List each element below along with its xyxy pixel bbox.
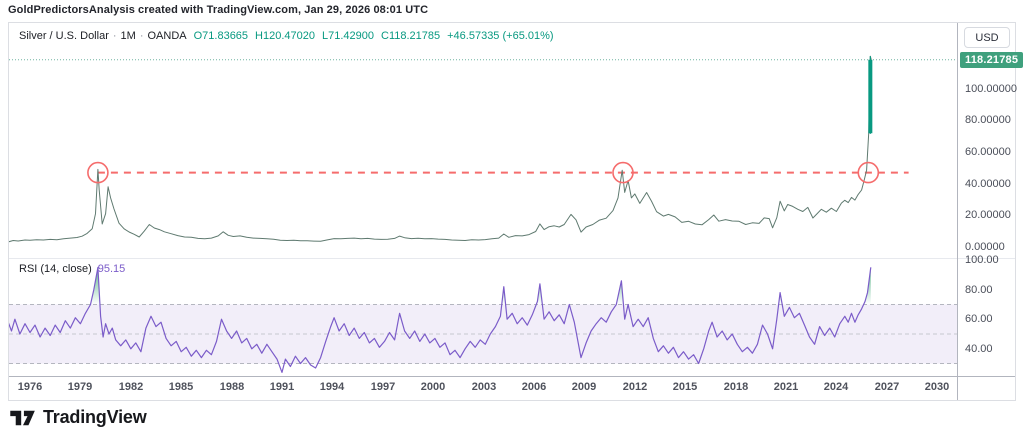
rsi-pane-chart[interactable] (9, 258, 957, 377)
rsi-tick-label: 40.00 (965, 343, 993, 355)
year-tick-label: 2009 (571, 381, 597, 393)
interval-label: 1M (120, 30, 136, 42)
year-tick-label: 2015 (672, 381, 698, 393)
exchange-label: OANDA (147, 30, 187, 42)
symbol-legend[interactable]: Silver / U.S. Dollar · 1M · OANDA O71.83665 H1… (19, 30, 554, 42)
year-tick-label: 2018 (723, 381, 749, 393)
tradingview-logo-icon (10, 410, 35, 425)
year-tick-label: 2021 (773, 381, 799, 393)
price-tick-label: 20.00000 (965, 209, 1011, 221)
ohlc-open: O71.83665 (193, 30, 249, 42)
ohlc-change: +46.57335 (+65.01%) (447, 30, 554, 42)
ohlc-close: C118.21785 (381, 30, 441, 42)
rsi-tick-label: 80.00 (965, 284, 993, 296)
price-tick-label: 100.00000 (965, 83, 1017, 95)
year-tick-label: 1988 (219, 381, 245, 393)
price-pane-chart[interactable] (9, 23, 957, 258)
time-axis[interactable]: 1976 1979 1982 1985 1988 1991 1994 1997 2000 2003… (9, 377, 957, 399)
time-axis-separator (9, 376, 1015, 377)
footer-brand[interactable]: TradingView (10, 407, 147, 428)
year-tick-label: 1979 (67, 381, 93, 393)
rsi-tick-label: 100.00 (965, 254, 999, 266)
price-tick-label: 0.00000 (965, 241, 1005, 253)
year-tick-label: 2003 (471, 381, 497, 393)
ohlc-low: L71.42900 (322, 30, 374, 42)
rsi-label: RSI (14, close) (19, 263, 92, 275)
rsi-value: 95.15 (97, 263, 126, 275)
currency-toggle-button[interactable]: USD (964, 27, 1010, 48)
year-tick-label: 2006 (521, 381, 547, 393)
year-tick-label: 2000 (420, 381, 446, 393)
pane-separator (9, 258, 1015, 259)
year-tick-label: 1991 (269, 381, 295, 393)
last-price-badge: 118.21785 (960, 52, 1024, 68)
year-tick-label: 2012 (622, 381, 648, 393)
price-scale[interactable]: USD 118.21785 100.00000 80.00000 60.00000 4… (957, 23, 1024, 400)
year-tick-label: 1976 (17, 381, 43, 393)
rsi-legend[interactable]: RSI (14, close) 95.15 (19, 263, 125, 275)
year-tick-label: 1982 (118, 381, 144, 393)
year-tick-label: 2024 (823, 381, 849, 393)
year-tick-label: 2030 (924, 381, 950, 393)
chart-widget: Silver / U.S. Dollar · 1M · OANDA O71.83665 H1… (8, 22, 1024, 401)
ohlc-high: H120.47020 (255, 30, 315, 42)
plot-area[interactable] (9, 23, 957, 400)
year-tick-label: 1997 (370, 381, 396, 393)
price-tick-label: 60.00000 (965, 146, 1011, 158)
year-tick-label: 2027 (874, 381, 900, 393)
attribution-text: GoldPredictorsAnalysis created with Trad… (8, 4, 429, 16)
price-tick-label: 40.00000 (965, 178, 1011, 190)
year-tick-label: 1994 (319, 381, 345, 393)
year-tick-label: 1985 (168, 381, 194, 393)
brand-name: TradingView (43, 407, 147, 427)
rsi-tick-label: 60.00 (965, 313, 993, 325)
price-tick-label: 80.00000 (965, 114, 1011, 126)
symbol-title: Silver / U.S. Dollar (19, 30, 109, 42)
